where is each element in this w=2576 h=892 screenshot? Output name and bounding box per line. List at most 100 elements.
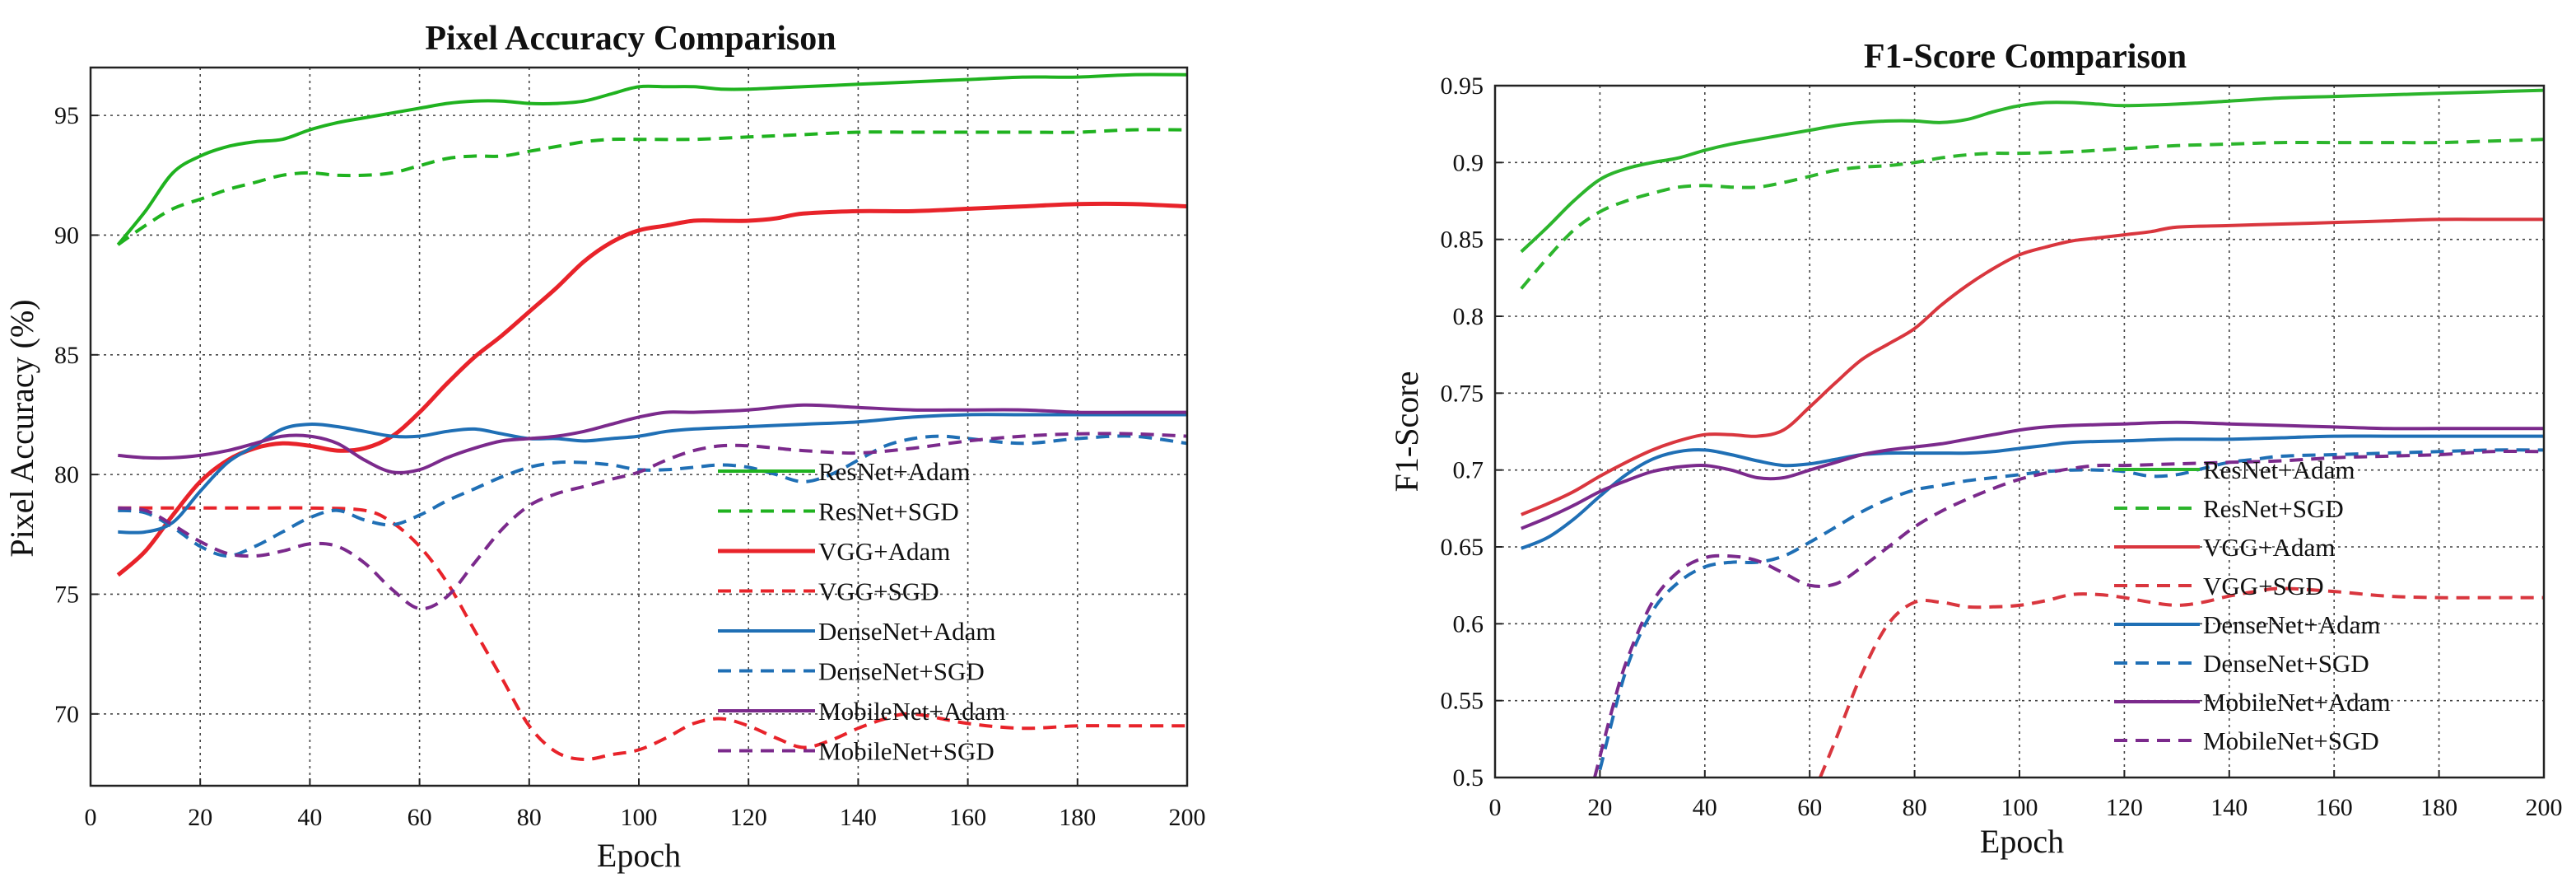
- x-tick-label: 20: [188, 804, 212, 831]
- x-tick-label: 100: [621, 804, 658, 831]
- f1-score-chart: F1-Score Comparison 0 20 40 60 80 100 120 140 16…: [1388, 38, 2563, 860]
- series-line-mobilenet-adam: [118, 403, 1187, 474]
- x-axis-label: Epoch: [597, 837, 681, 874]
- series-line-densenet-sgd: [118, 434, 1187, 558]
- chart-title: F1-Score Comparison: [1864, 38, 2187, 76]
- legend-item: ResNet+SGD: [718, 497, 959, 526]
- legend-label: VGG+SGD: [818, 577, 939, 606]
- x-tick-label: 100: [2001, 794, 2038, 821]
- legend-item: DenseNet+Adam: [2114, 610, 2380, 639]
- x-tick-label: 200: [2526, 794, 2563, 821]
- y-tick-label: 75: [54, 581, 79, 608]
- y-tick-label: 0.9: [1453, 149, 1484, 176]
- x-tick-label: 40: [1693, 794, 1717, 821]
- legend-label: DenseNet+Adam: [2203, 610, 2380, 639]
- x-tick-label: 180: [2420, 794, 2457, 821]
- series-line-resnet-sgd: [117, 128, 1187, 246]
- y-tick-label: 0.8: [1453, 303, 1484, 330]
- legend-label: ResNet+Adam: [818, 457, 971, 486]
- legend-item: DenseNet+SGD: [2114, 649, 2369, 678]
- legend-item: VGG+SGD: [2114, 572, 2324, 600]
- legend-item: MobileNet+Adam: [718, 697, 1006, 726]
- legend-label: ResNet+SGD: [2203, 494, 2344, 523]
- axis-ticks: 0 20 40 60 80 100 120 140 160 180 200 70 75 80 85 90 95: [54, 102, 1206, 831]
- legend-label: VGG+SGD: [2203, 572, 2324, 600]
- x-tick-label: 20: [1587, 794, 1612, 821]
- y-tick-label: 0.6: [1453, 610, 1484, 637]
- legend-item: VGG+Adam: [2114, 533, 2335, 562]
- x-axis-label: Epoch: [1980, 823, 2064, 860]
- x-tick-label: 0: [1489, 794, 1502, 821]
- x-tick-label: 80: [517, 804, 542, 831]
- x-tick-label: 80: [1903, 794, 1927, 821]
- legend-item: MobileNet+SGD: [2114, 726, 2379, 755]
- series-line-vgg-sgd: [1819, 586, 2544, 778]
- series-line-resnet-adam: [1520, 88, 2544, 254]
- pixel-accuracy-chart: Pixel Accuracy Comparison 0 20 40 60 80 100 12…: [3, 20, 1206, 874]
- series-line-resnet-sgd: [1520, 138, 2544, 290]
- plot-lines: [116, 72, 1187, 762]
- series-line-mobilenet-sgd: [118, 432, 1187, 611]
- legend-item: VGG+Adam: [718, 537, 950, 566]
- legend-item: VGG+SGD: [718, 577, 939, 606]
- legend-label: VGG+Adam: [2203, 533, 2335, 562]
- x-tick-label: 60: [408, 804, 432, 831]
- y-tick-label: 0.65: [1441, 534, 1484, 561]
- x-tick-label: 140: [2210, 794, 2248, 821]
- y-axis-label: Pixel Accuracy (%): [3, 299, 40, 557]
- legend-item: ResNet+Adam: [2114, 455, 2355, 484]
- legend-label: ResNet+Adam: [2203, 455, 2355, 484]
- series-line-mobilenet-sgd: [1593, 449, 2544, 778]
- legend: ResNet+Adam ResNet+SGD VGG+Adam VGG+SGD Dens…: [718, 457, 1006, 766]
- series-line-vgg-adam: [116, 201, 1187, 577]
- legend-label: DenseNet+Adam: [818, 617, 995, 646]
- legend-item: ResNet+Adam: [718, 457, 971, 486]
- y-tick-label: 0.55: [1441, 688, 1484, 715]
- y-tick-label: 95: [54, 102, 79, 129]
- legend-label: VGG+Adam: [818, 537, 950, 566]
- y-axis-label: F1-Score: [1388, 371, 1425, 493]
- y-tick-label: 90: [54, 222, 79, 249]
- y-tick-label: 80: [54, 461, 79, 488]
- legend-label: MobileNet+Adam: [818, 697, 1006, 726]
- y-tick-label: 70: [54, 701, 79, 728]
- x-tick-label: 160: [949, 804, 986, 831]
- y-tick-label: 0.5: [1453, 764, 1484, 792]
- legend-item: DenseNet+Adam: [718, 617, 995, 646]
- legend-item: MobileNet+SGD: [718, 737, 995, 766]
- y-tick-label: 0.75: [1441, 380, 1484, 407]
- y-tick-label: 0.95: [1441, 72, 1484, 100]
- x-tick-label: 160: [2316, 794, 2353, 821]
- plot-lines: [1520, 88, 2544, 778]
- series-line-densenet-adam: [1521, 434, 2544, 550]
- x-tick-label: 120: [730, 804, 767, 831]
- legend: ResNet+Adam ResNet+SGD VGG+Adam VGG+SGD Dens…: [2114, 455, 2391, 755]
- x-tick-label: 0: [85, 804, 97, 831]
- x-tick-label: 140: [840, 804, 877, 831]
- legend-label: ResNet+SGD: [818, 497, 959, 526]
- legend-item: MobileNet+Adam: [2114, 688, 2391, 717]
- x-tick-label: 180: [1059, 804, 1096, 831]
- legend-label: MobileNet+SGD: [818, 737, 995, 766]
- x-tick-label: 60: [1797, 794, 1822, 821]
- legend-label: DenseNet+SGD: [818, 657, 985, 686]
- series-line-densenet-sgd: [1598, 448, 2544, 771]
- series-line-vgg-sgd: [118, 506, 1187, 762]
- legend-label: MobileNet+Adam: [2203, 688, 2391, 717]
- x-tick-label: 200: [1169, 804, 1206, 831]
- y-tick-label: 0.7: [1453, 457, 1484, 484]
- axis-ticks: 0 20 40 60 80 100 120 140 160 180 200 0.5 0.55 0.6 0.6…: [1441, 72, 2563, 821]
- chart-title: Pixel Accuracy Comparison: [425, 20, 836, 58]
- y-tick-label: 0.85: [1441, 227, 1484, 254]
- y-tick-label: 85: [54, 342, 79, 369]
- legend-item: DenseNet+SGD: [718, 657, 985, 686]
- legend-item: ResNet+SGD: [2114, 494, 2344, 523]
- x-tick-label: 120: [2106, 794, 2143, 821]
- grid: [91, 68, 1187, 786]
- legend-label: MobileNet+SGD: [2203, 726, 2379, 755]
- x-tick-label: 40: [297, 804, 322, 831]
- legend-label: DenseNet+SGD: [2203, 649, 2369, 678]
- series-line-resnet-adam: [116, 72, 1187, 246]
